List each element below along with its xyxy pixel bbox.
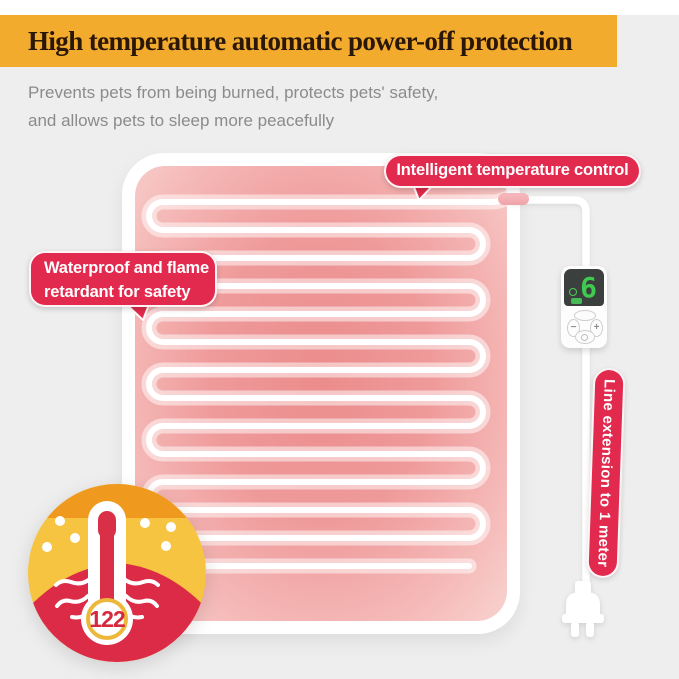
title-banner: High temperature automatic power-off pro… [0,15,617,67]
power-button [574,310,596,321]
badge-temperature-value: 122 [89,606,125,632]
temperature-level-display: 6 [580,271,597,304]
controller-screen: 6 [564,269,604,306]
temperature-controller: 6 − + [561,266,607,348]
power-cable [509,196,590,589]
callout-line-extension-label: Line extension to 1 meter [594,378,618,568]
thermometer-icon [81,501,133,645]
callout-waterproof-line-1: Waterproof and flame [44,259,209,277]
plus-label: + [593,322,600,333]
timer-button [575,330,595,344]
callout-line-extension: Line extension to 1 meter [586,367,626,579]
power-plug-icon [562,581,604,637]
page-title: High temperature automatic power-off pro… [28,26,573,56]
top-strip [0,0,679,15]
pad-cable-connector [498,193,529,205]
heat-level-icon [571,298,582,304]
callout-temperature-control: Intelligent temperature control [384,154,641,188]
subtitle: Prevents pets from being burned, protect… [28,79,438,135]
overheat-protection-badge [28,484,206,662]
heat-dots [42,516,176,552]
subtitle-line-1: Prevents pets from being burned, protect… [28,83,439,102]
callout-waterproof-line-2: retardant for safety [44,283,191,301]
timer-clock-icon [581,333,588,341]
callout-waterproof: Waterproof and flame retardant for safet… [29,251,217,307]
subtitle-line-2: and allows pets to sleep more peacefully [28,111,335,130]
minus-label: − [570,322,577,333]
power-indicator-icon [569,288,577,296]
